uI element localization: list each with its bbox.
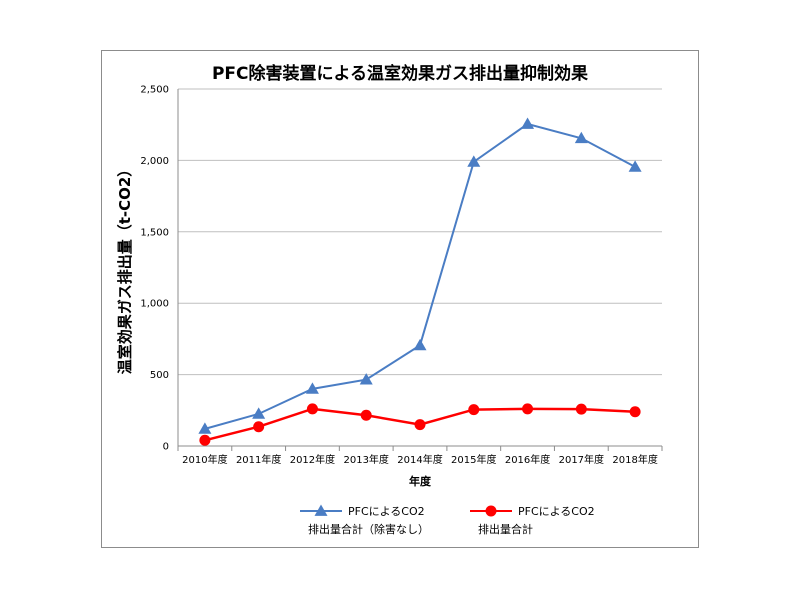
y-tick-label: 2,500 bbox=[140, 85, 169, 96]
x-tick-label: 2016年度 bbox=[505, 453, 550, 466]
gridlines bbox=[178, 88, 662, 376]
triangle-marker bbox=[413, 338, 427, 351]
circle-marker bbox=[468, 404, 480, 416]
triangle-marker bbox=[467, 155, 481, 167]
circle-marker bbox=[575, 403, 587, 415]
x-tick-label: 2013年度 bbox=[343, 453, 388, 466]
x-tick-label: 2012年度 bbox=[290, 453, 335, 466]
triangle-marker bbox=[574, 131, 588, 144]
circle-marker bbox=[629, 406, 641, 418]
series-layer bbox=[198, 117, 642, 446]
x-tick-label: 2014年度 bbox=[397, 453, 442, 466]
circle-marker bbox=[306, 403, 318, 415]
series-2 bbox=[199, 403, 641, 446]
circle-marker bbox=[414, 419, 426, 431]
y-tick-label: 0 bbox=[163, 442, 169, 453]
y-axis-title: 温室効果ガス排出量（t-CO2） bbox=[116, 162, 134, 375]
triangle-marker bbox=[198, 422, 212, 434]
x-tick-label: 2017年度 bbox=[559, 453, 604, 466]
circle-marker bbox=[199, 434, 211, 446]
circle-marker bbox=[522, 403, 534, 415]
x-tick-label: 2010年度 bbox=[182, 453, 227, 466]
x-tick-label: 2018年度 bbox=[612, 453, 657, 466]
legend-label: PFCによるCO2 bbox=[348, 505, 425, 518]
legend-label: PFCによるCO2 bbox=[518, 505, 595, 518]
legend-sublabel: 排出量合計 bbox=[478, 522, 533, 536]
y-tick-label: 500 bbox=[150, 370, 169, 381]
triangle-marker bbox=[521, 117, 535, 129]
triangle-marker bbox=[252, 407, 266, 419]
legend-item-2: PFCによるCO2 排出量合計 bbox=[470, 505, 595, 536]
x-tick-label: 2015年度 bbox=[451, 453, 496, 466]
chart-title: PFC除害装置による温室効果ガス排出量抑制効果 bbox=[212, 63, 588, 84]
y-tick-label: 1,500 bbox=[140, 227, 169, 238]
legend: PFCによるCO2 排出量合計（除害なし） PFCによるCO2 排出量合計 bbox=[300, 504, 595, 536]
circle-marker bbox=[253, 421, 265, 433]
triangle-marker bbox=[628, 160, 642, 172]
series-line bbox=[204, 122, 636, 430]
legend-item-1: PFCによるCO2 排出量合計（除害なし） bbox=[300, 504, 429, 536]
circle-marker bbox=[485, 505, 497, 517]
axes bbox=[177, 89, 663, 451]
legend-sublabel: 排出量合計（除害なし） bbox=[308, 522, 429, 536]
triangle-marker bbox=[314, 504, 328, 516]
circle-marker bbox=[360, 409, 372, 421]
series-1 bbox=[198, 117, 642, 434]
triangle-marker bbox=[305, 382, 319, 394]
y-tick-label: 1,000 bbox=[140, 299, 169, 310]
chart-frame bbox=[101, 50, 699, 548]
y-tick-label: 2,000 bbox=[140, 156, 169, 167]
x-tick-label: 2011年度 bbox=[236, 453, 281, 466]
x-axis-title: 年度 bbox=[409, 474, 432, 488]
y-tick-labels: 0 500 1,000 1,500 2,000 2,500 bbox=[140, 85, 169, 453]
triangle-marker bbox=[359, 373, 373, 385]
x-tick-labels: 2010年度 2011年度 2012年度 2013年度 2014年度 2015年度 2016… bbox=[182, 453, 658, 466]
